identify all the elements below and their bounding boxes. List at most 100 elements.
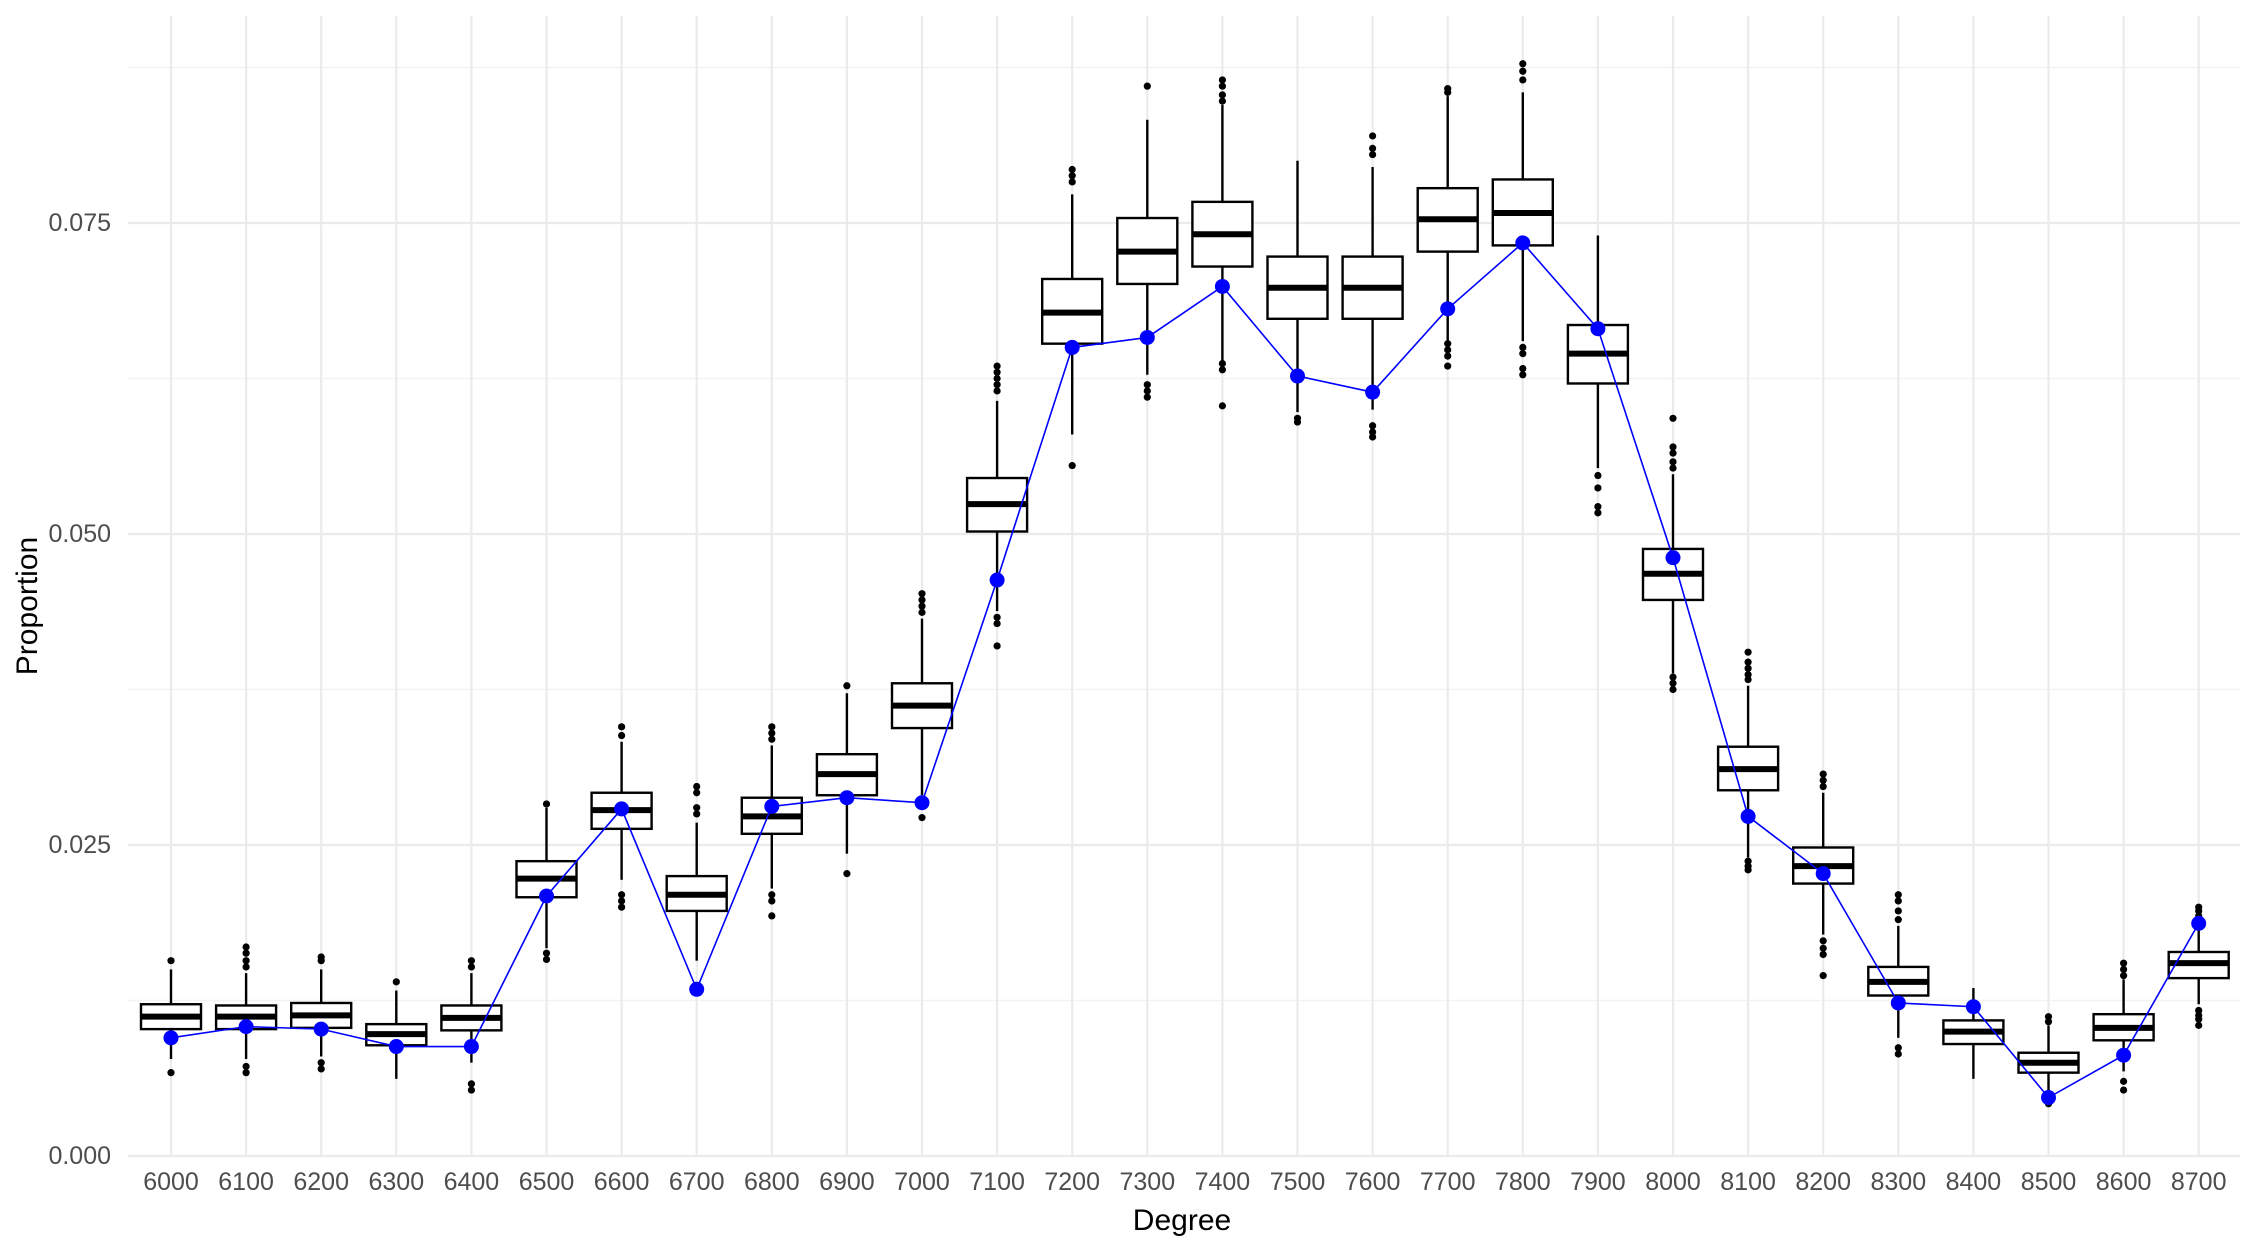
- outlier-point: [1669, 685, 1677, 694]
- outlier-point: [1894, 1044, 1902, 1052]
- observed-point: [1064, 339, 1080, 355]
- outlier-point: [1369, 144, 1377, 152]
- outlier-point: [693, 789, 701, 797]
- box-6700: [665, 782, 728, 961]
- observed-point: [2191, 915, 2207, 931]
- observed-point: [1965, 999, 1981, 1015]
- x-tick-label: 7200: [1044, 1168, 1100, 1196]
- box-8700: [2167, 903, 2230, 1029]
- box-6000: [139, 957, 203, 1077]
- box-6100: [214, 943, 278, 1077]
- outlier-point: [1819, 776, 1827, 784]
- outlier-point: [1519, 343, 1527, 351]
- outlier-point: [768, 897, 776, 905]
- box-6900: [815, 682, 879, 878]
- x-tick-label: 7800: [1495, 1168, 1551, 1196]
- outlier-point: [1594, 509, 1602, 517]
- outlier-point: [993, 362, 1001, 370]
- outlier-point: [1218, 76, 1226, 84]
- outlier-point: [918, 608, 926, 616]
- x-tick-label: 6500: [519, 1168, 575, 1196]
- observed-point: [1665, 550, 1681, 566]
- observed-point: [689, 981, 705, 997]
- observed-point: [388, 1039, 404, 1055]
- x-tick-label: 8300: [1870, 1168, 1926, 1196]
- outlier-point: [618, 897, 626, 905]
- outlier-point: [1369, 428, 1377, 436]
- outlier-point: [993, 642, 1001, 650]
- outlier-point: [542, 800, 551, 808]
- outlier-point: [1519, 76, 1527, 84]
- outlier-point: [993, 374, 1001, 383]
- outlier-point: [618, 891, 626, 899]
- observed-point: [1214, 278, 1230, 294]
- observed-point: [1890, 995, 1906, 1011]
- x-tick-label: 6700: [669, 1168, 725, 1196]
- outlier-point: [1068, 165, 1076, 174]
- observed-point: [1515, 235, 1531, 251]
- outlier-point: [1369, 433, 1377, 441]
- box-7300: [1116, 82, 1179, 401]
- outlier-point: [1819, 770, 1827, 778]
- x-tick-label: 6300: [368, 1168, 424, 1196]
- outlier-point: [1519, 67, 1527, 75]
- box-7400: [1191, 76, 1254, 410]
- outlier-point: [467, 963, 475, 971]
- observed-point: [764, 798, 780, 814]
- x-tick-label: 8200: [1795, 1168, 1851, 1196]
- outlier-point: [1744, 658, 1752, 666]
- outlier-point: [242, 943, 250, 951]
- outlier-point: [693, 782, 701, 791]
- y-tick-label: 0.075: [48, 209, 111, 237]
- outlier-point: [993, 387, 1001, 395]
- x-tick-label: 6100: [218, 1168, 274, 1196]
- box-8100: [1716, 648, 1780, 874]
- y-tick-label: 0.000: [48, 1142, 111, 1170]
- outlier-point: [1218, 91, 1226, 99]
- outlier-point: [1369, 132, 1377, 140]
- box-7000: [890, 590, 954, 822]
- outlier-point: [2120, 965, 2128, 974]
- outlier-point: [1519, 350, 1527, 358]
- outlier-point: [993, 368, 1001, 376]
- outlier-point: [1744, 664, 1752, 672]
- outlier-point: [317, 1059, 325, 1067]
- outlier-point: [242, 957, 250, 965]
- y-tick-label: 0.050: [48, 520, 111, 548]
- y-axis-title: Proportion: [11, 537, 44, 675]
- box-8300: [1867, 891, 1930, 1058]
- outlier-point: [1669, 464, 1677, 472]
- outlier-point: [918, 602, 926, 610]
- outlier-point: [1819, 937, 1827, 945]
- outlier-point: [467, 1080, 475, 1088]
- observed-point: [1290, 368, 1305, 384]
- outlier-point: [1894, 907, 1902, 915]
- box-8200: [1791, 770, 1855, 980]
- outlier-point: [392, 978, 400, 986]
- outlier-point: [1218, 402, 1226, 410]
- outlier-point: [1068, 178, 1076, 186]
- outlier-point: [1444, 85, 1452, 93]
- outlier-point: [768, 723, 776, 731]
- outlier-point: [1594, 503, 1602, 511]
- outlier-point: [2120, 1086, 2128, 1094]
- observed-point: [2116, 1047, 2132, 1063]
- box-8500: [2017, 1013, 2080, 1108]
- observed-point: [238, 1019, 254, 1035]
- box-7500: [1266, 160, 1329, 426]
- outlier-point: [918, 814, 926, 822]
- outlier-point: [1744, 862, 1752, 870]
- outlier-point: [542, 955, 551, 964]
- observed-series: [163, 235, 2207, 1106]
- outlier-point: [1143, 393, 1151, 401]
- outlier-point: [1744, 670, 1752, 679]
- outlier-point: [467, 1086, 475, 1094]
- outlier-point: [242, 963, 250, 971]
- observed-point: [2041, 1090, 2056, 1106]
- outlier-point: [1519, 364, 1527, 373]
- outlier-point: [768, 891, 776, 899]
- outlier-point: [1669, 679, 1677, 687]
- outlier-point: [1444, 340, 1452, 348]
- y-tick-label: 0.025: [48, 831, 111, 859]
- outlier-point: [167, 1069, 175, 1077]
